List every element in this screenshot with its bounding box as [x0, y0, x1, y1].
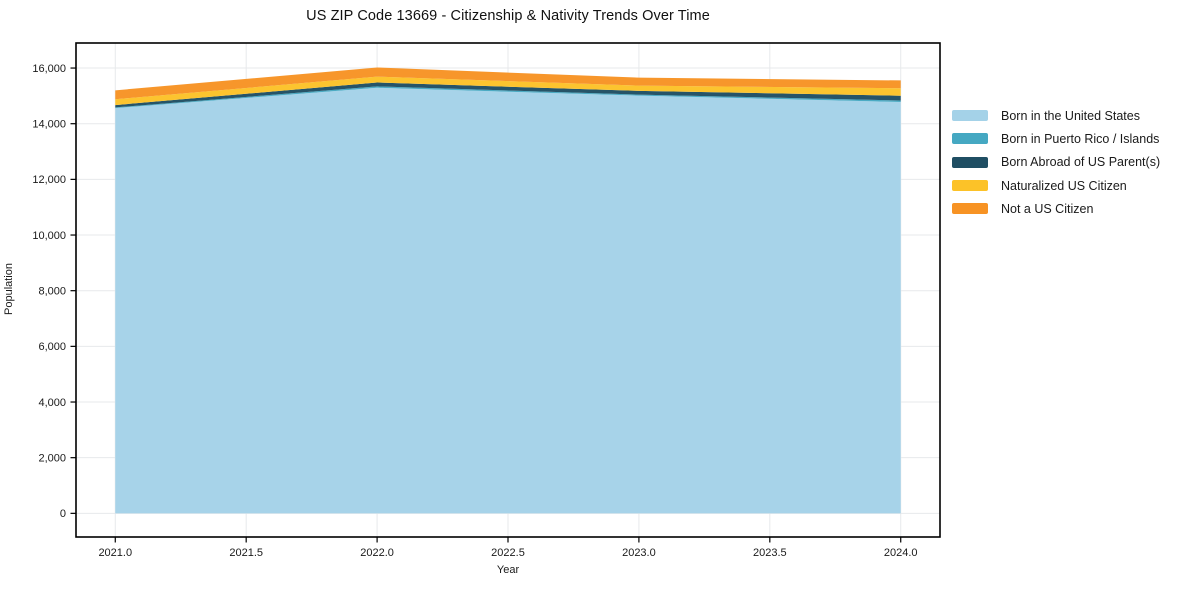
- legend-item-not-a-us-citizen: Not a US Citizen: [952, 197, 1160, 220]
- area-not-a-us-citizen: [115, 67, 901, 100]
- x-tick-label: 2023.5: [753, 547, 787, 559]
- x-tick-label: 2022.5: [491, 547, 525, 559]
- legend-swatch-icon: [952, 156, 988, 168]
- legend-item-born-in-puerto-rico-islands: Born in Puerto Rico / Islands: [952, 127, 1160, 150]
- legend-label: Born Abroad of US Parent(s): [1001, 155, 1161, 170]
- area-born-abroad-of-us-parent-s: [115, 82, 901, 108]
- y-tick-label: 16,000: [32, 63, 66, 75]
- x-axis-ticks: 2021.0 2021.5 2022.0 2022.5 2023.0 2023.5 2024…: [98, 537, 918, 559]
- y-tick-label: 2,000: [38, 452, 66, 464]
- legend: Born in the United States Born in Puerto …: [952, 104, 1160, 220]
- legend-item-born-in-the-united-states: Born in the United States: [952, 104, 1160, 127]
- legend-swatch-icon: [952, 180, 988, 192]
- legend-swatch-icon: [952, 133, 988, 145]
- y-tick-label: 14,000: [32, 119, 66, 131]
- x-tick-label: 2021.5: [229, 547, 263, 559]
- x-axis-label: Year: [496, 564, 520, 576]
- x-tick-label: 2024.0: [884, 547, 918, 559]
- y-tick-label: 8,000: [38, 285, 66, 297]
- area-born-in-the-united-states: [115, 87, 901, 514]
- stacked-areas: [115, 67, 901, 514]
- y-tick-label: 12,000: [32, 174, 66, 186]
- x-tick-label: 2021.0: [98, 547, 132, 559]
- y-axis-label: Population: [3, 263, 15, 315]
- y-tick-label: 10,000: [32, 230, 66, 242]
- legend-item-naturalized-us-citizen: Naturalized US Citizen: [952, 174, 1160, 197]
- legend-swatch-icon: [952, 110, 988, 122]
- y-tick-label: 0: [60, 508, 66, 520]
- legend-label: Born in Puerto Rico / Islands: [1001, 131, 1160, 146]
- y-tick-label: 4,000: [38, 397, 66, 409]
- chart-title: US ZIP Code 13669 - Citizenship & Nativi…: [306, 8, 710, 24]
- legend-label: Born in the United States: [1001, 108, 1140, 123]
- legend-label: Not a US Citizen: [1001, 201, 1094, 216]
- y-axis-ticks: 0 2,000 4,000 6,000 8,000 10,000 12,000 14,000 1…: [32, 63, 76, 520]
- area-naturalized-us-citizen: [115, 76, 901, 106]
- y-tick-label: 6,000: [38, 341, 66, 353]
- legend-swatch-icon: [952, 203, 988, 215]
- x-tick-label: 2023.0: [622, 547, 656, 559]
- area-born-in-puerto-rico-islands: [115, 86, 901, 109]
- legend-item-born-abroad-of-us-parent-s: Born Abroad of US Parent(s): [952, 151, 1160, 174]
- x-tick-label: 2022.0: [360, 547, 394, 559]
- legend-label: Naturalized US Citizen: [1001, 178, 1127, 193]
